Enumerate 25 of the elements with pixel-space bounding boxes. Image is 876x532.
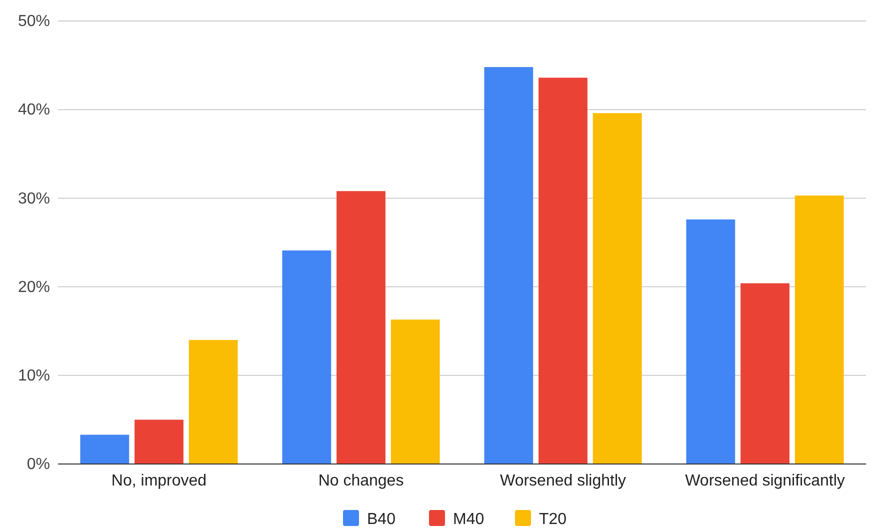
bar	[740, 283, 790, 464]
y-tick-label: 0%	[26, 456, 50, 474]
bar	[686, 219, 736, 464]
bar	[390, 320, 440, 464]
bar	[592, 113, 642, 464]
bar	[188, 340, 238, 464]
bar	[336, 191, 386, 464]
bar	[538, 78, 588, 464]
bar	[794, 196, 844, 464]
x-tick-label: No, improved	[111, 472, 207, 490]
x-tick-label: Worsened significantly	[685, 472, 845, 490]
y-tick-label: 40%	[18, 102, 50, 119]
y-tick-label: 30%	[18, 190, 50, 208]
y-tick-label: 10%	[18, 368, 50, 385]
x-tick-label: No changes	[318, 472, 404, 490]
legend-label: M40	[453, 511, 484, 528]
y-tick-label: 50%	[18, 13, 50, 30]
bar	[484, 67, 534, 464]
x-tick-label: Worsened slightly	[500, 472, 626, 490]
bar	[282, 250, 332, 464]
legend-label: T20	[539, 511, 567, 528]
bar	[80, 434, 130, 464]
legend-label: B40	[367, 511, 396, 528]
bar	[134, 420, 184, 464]
y-tick-label: 20%	[18, 278, 50, 296]
